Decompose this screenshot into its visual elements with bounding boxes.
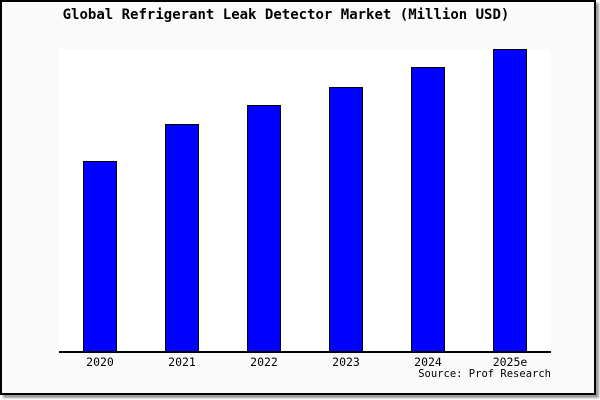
- bar-2024: [411, 67, 445, 351]
- bar-2022: [247, 105, 281, 351]
- plot-area: [59, 49, 551, 353]
- source-note: Source: Prof Research: [418, 368, 551, 380]
- x-axis-labels: 2020 2021 2022 2023 2024 2025e: [0, 355, 600, 371]
- chart-title: Global Refrigerant Leak Detector Market …: [62, 7, 510, 23]
- x-tick-label-2022: 2022: [250, 355, 278, 369]
- x-tick-label-2025e: 2025e: [492, 355, 528, 369]
- bar-2020: [83, 161, 117, 351]
- x-tick-label-2020: 2020: [86, 355, 114, 369]
- bar-2025e: [493, 49, 527, 351]
- bar-2023: [329, 87, 363, 351]
- bar-2021: [165, 124, 199, 351]
- x-tick-label-2023: 2023: [332, 355, 360, 369]
- x-tick-label-2021: 2021: [168, 355, 196, 369]
- x-tick-label-2024: 2024: [414, 355, 442, 369]
